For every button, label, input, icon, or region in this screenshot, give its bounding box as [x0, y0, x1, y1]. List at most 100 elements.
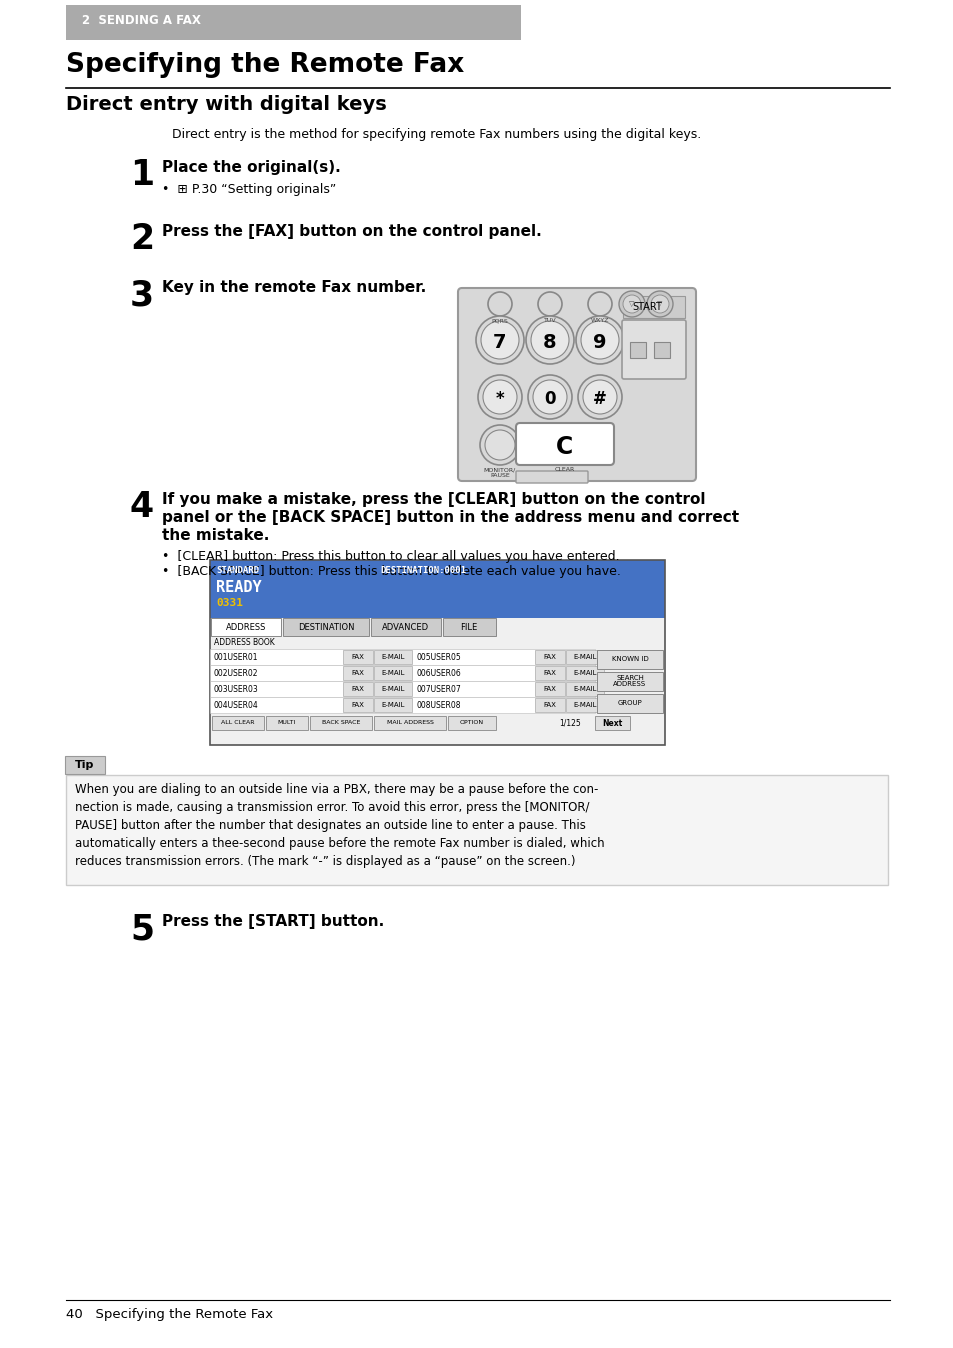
FancyBboxPatch shape [343, 698, 373, 712]
Circle shape [582, 380, 617, 414]
Text: STANDARD: STANDARD [215, 566, 258, 576]
Text: panel or the [BACK SPACE] button in the address menu and correct: panel or the [BACK SPACE] button in the … [162, 510, 739, 524]
FancyBboxPatch shape [283, 617, 369, 636]
FancyBboxPatch shape [210, 559, 664, 617]
FancyBboxPatch shape [66, 5, 520, 40]
Text: FAX: FAX [543, 686, 556, 692]
FancyBboxPatch shape [565, 698, 603, 712]
Text: DESTINATION:0001: DESTINATION:0001 [379, 566, 465, 576]
Text: automatically enters a thee-second pause before the remote Fax number is dialed,: automatically enters a thee-second pause… [75, 837, 604, 851]
Text: E-MAIL: E-MAIL [573, 670, 597, 675]
Text: ADVANCED: ADVANCED [382, 623, 429, 631]
Text: 7: 7 [493, 333, 506, 352]
Circle shape [646, 291, 672, 317]
Text: ▽: ▽ [629, 301, 634, 307]
Text: E-MAIL: E-MAIL [381, 702, 404, 708]
Text: FAX: FAX [543, 670, 556, 675]
FancyBboxPatch shape [210, 648, 595, 665]
FancyBboxPatch shape [266, 716, 308, 731]
Text: *: * [496, 390, 504, 408]
Circle shape [476, 315, 523, 364]
Text: Tip: Tip [75, 760, 94, 770]
Text: ADDRESS: ADDRESS [226, 623, 266, 631]
Text: nection is made, causing a transmission error. To avoid this error, press the [M: nection is made, causing a transmission … [75, 801, 589, 814]
FancyBboxPatch shape [597, 694, 662, 713]
FancyBboxPatch shape [210, 697, 595, 713]
Text: 9: 9 [593, 333, 606, 352]
Text: PAUSE: PAUSE [490, 473, 509, 479]
Circle shape [488, 293, 512, 315]
FancyBboxPatch shape [565, 650, 603, 665]
FancyBboxPatch shape [535, 682, 564, 696]
Text: START: START [632, 302, 661, 311]
Text: 2: 2 [130, 222, 154, 256]
FancyBboxPatch shape [210, 665, 595, 681]
Circle shape [531, 321, 568, 359]
Text: ▽: ▽ [657, 301, 662, 307]
Text: FAX: FAX [352, 686, 364, 692]
Text: •  [CLEAR] button: Press this button to clear all values you have entered.: • [CLEAR] button: Press this button to c… [162, 550, 619, 563]
Text: 008USER08: 008USER08 [416, 701, 461, 709]
Text: C: C [556, 435, 573, 460]
Circle shape [578, 375, 621, 419]
FancyBboxPatch shape [516, 470, 587, 483]
FancyBboxPatch shape [374, 682, 412, 696]
Text: PQRS: PQRS [491, 318, 508, 324]
Text: 003USER03: 003USER03 [213, 685, 258, 693]
Text: 001USER01: 001USER01 [213, 652, 258, 662]
Circle shape [537, 293, 561, 315]
Text: 004USER04: 004USER04 [213, 701, 258, 709]
Text: E-MAIL: E-MAIL [381, 654, 404, 661]
Circle shape [650, 295, 668, 313]
Text: MULTI: MULTI [277, 720, 295, 725]
Text: 1/125: 1/125 [558, 718, 580, 728]
Circle shape [477, 375, 521, 419]
Text: CLEAR: CLEAR [555, 466, 575, 472]
FancyBboxPatch shape [374, 650, 412, 665]
Text: READY: READY [215, 580, 261, 594]
Circle shape [587, 293, 612, 315]
Text: Place the original(s).: Place the original(s). [162, 160, 340, 175]
Circle shape [479, 425, 519, 465]
Text: E-MAIL: E-MAIL [573, 686, 597, 692]
Circle shape [618, 291, 644, 317]
Text: #: # [593, 390, 606, 408]
Text: Press the [START] button.: Press the [START] button. [162, 914, 384, 929]
Text: MONITOR/: MONITOR/ [483, 466, 516, 472]
Text: KNOWN ID: KNOWN ID [611, 656, 648, 662]
Text: 005USER05: 005USER05 [416, 652, 461, 662]
FancyBboxPatch shape [622, 297, 684, 318]
Text: MAIL ADDRESS: MAIL ADDRESS [386, 720, 433, 725]
Text: FAX: FAX [543, 702, 556, 708]
Text: E-MAIL: E-MAIL [573, 702, 597, 708]
Circle shape [480, 321, 518, 359]
Text: 5: 5 [130, 913, 153, 946]
Text: 002USER02: 002USER02 [213, 669, 258, 678]
Text: ALL CLEAR: ALL CLEAR [221, 720, 254, 725]
FancyBboxPatch shape [212, 716, 264, 731]
FancyBboxPatch shape [595, 716, 629, 731]
Text: Specifying the Remote Fax: Specifying the Remote Fax [66, 53, 464, 78]
FancyBboxPatch shape [65, 756, 105, 774]
Text: 4: 4 [130, 491, 154, 524]
Text: OPTION: OPTION [459, 720, 483, 725]
Text: FAX: FAX [352, 702, 364, 708]
FancyBboxPatch shape [66, 775, 887, 886]
FancyBboxPatch shape [457, 288, 696, 481]
Text: DESTINATION: DESTINATION [297, 623, 354, 631]
FancyBboxPatch shape [210, 681, 595, 697]
Text: Key in the remote Fax number.: Key in the remote Fax number. [162, 280, 426, 295]
FancyBboxPatch shape [210, 617, 664, 745]
FancyBboxPatch shape [516, 423, 614, 465]
FancyBboxPatch shape [621, 319, 685, 379]
Text: 0: 0 [543, 390, 556, 408]
Text: 007USER07: 007USER07 [416, 685, 461, 693]
Text: Next: Next [601, 718, 621, 728]
Text: •  ⊞ P.30 “Setting originals”: • ⊞ P.30 “Setting originals” [162, 183, 335, 195]
FancyBboxPatch shape [371, 617, 440, 636]
FancyBboxPatch shape [565, 682, 603, 696]
Text: Direct entry with digital keys: Direct entry with digital keys [66, 94, 386, 115]
FancyBboxPatch shape [310, 716, 372, 731]
FancyBboxPatch shape [448, 716, 496, 731]
FancyBboxPatch shape [535, 698, 564, 712]
